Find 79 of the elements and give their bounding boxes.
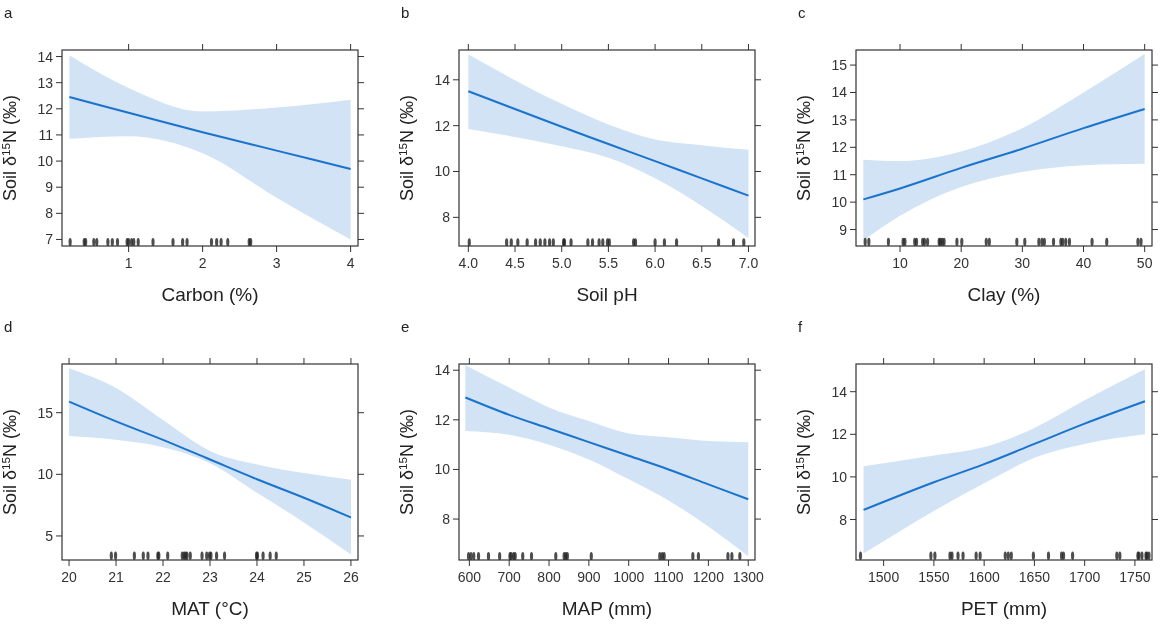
x-tick-label: 1300	[732, 569, 765, 585]
y-tick-label: 14	[831, 383, 848, 400]
x-tick-label: 20	[953, 255, 970, 271]
y-tick-label: 10	[831, 194, 848, 211]
y-tick-label: 10	[434, 163, 451, 180]
x-tick-label: 800	[537, 569, 561, 585]
x-tick-label: 3	[272, 255, 281, 271]
y-tick-label: 12	[831, 139, 848, 156]
x-tick-label: 7.0	[738, 255, 759, 271]
x-tick-label: 1550	[918, 569, 950, 585]
x-tick-label: 10	[892, 255, 909, 271]
x-tick-label: 6.0	[645, 255, 666, 271]
y-tick-label: 15	[831, 57, 848, 74]
x-tick-label: 21	[108, 569, 125, 585]
y-tick-label: 14	[831, 84, 848, 101]
x-tick-label: 1	[124, 255, 133, 271]
x-tick-label: 40	[1075, 255, 1092, 271]
x-tick-label: 1000	[613, 569, 645, 585]
x-tick-label: 1500	[868, 569, 900, 585]
y-tick-label: 8	[442, 209, 451, 226]
chart-title: d	[4, 318, 13, 335]
x-axis-title: Clay (%)	[967, 284, 1041, 305]
x-axis-title: Soil pH	[576, 284, 638, 305]
x-tick-label: 4.0	[458, 255, 479, 271]
x-tick-label: 1600	[968, 569, 1000, 585]
x-tick-label: 5.0	[551, 255, 572, 271]
x-axis-title: PET (mm)	[960, 598, 1048, 619]
y-tick-label: 10	[831, 468, 848, 485]
y-tick-label: 14	[434, 362, 451, 379]
y-tick-label: 5	[45, 527, 54, 544]
x-tick-label: 6.5	[692, 255, 712, 271]
y-tick-label: 12	[37, 100, 54, 117]
x-tick-label: 5.5	[598, 255, 619, 271]
y-tick-label: 14	[434, 71, 451, 88]
y-tick-label: 10	[37, 466, 54, 483]
x-tick-label: 4	[346, 255, 355, 271]
x-tick-label: 26	[343, 569, 359, 585]
x-tick-label: 2	[198, 255, 207, 271]
y-tick-label: 15	[37, 404, 54, 421]
y-tick-label: 11	[832, 166, 848, 183]
y-tick-label: 14	[37, 48, 54, 65]
chart-title: f	[798, 318, 803, 335]
y-tick-label: 8	[45, 205, 54, 222]
x-tick-label: 24	[249, 569, 265, 585]
y-tick-label: 12	[434, 117, 451, 134]
x-axis-title: MAT (°C)	[171, 598, 249, 619]
x-tick-label: 25	[296, 569, 312, 585]
y-tick-label: 12	[434, 411, 451, 428]
x-axis-title: Carbon (%)	[161, 284, 259, 305]
x-tick-label: 1100	[653, 569, 684, 585]
y-tick-label: 9	[45, 179, 54, 196]
y-tick-label: 12	[831, 426, 848, 443]
x-tick-label: 1700	[1069, 569, 1101, 585]
x-tick-label: 700	[497, 569, 522, 585]
x-tick-label: 900	[577, 569, 601, 585]
x-tick-label: 1650	[1018, 569, 1051, 585]
y-tick-label: 11	[38, 126, 54, 143]
x-tick-label: 30	[1014, 255, 1031, 271]
y-tick-label: 10	[434, 461, 451, 478]
y-tick-label: 13	[37, 74, 54, 91]
x-tick-label: 4.5	[505, 255, 525, 271]
y-tick-label: 8	[442, 511, 451, 528]
y-tick-label: 13	[831, 111, 848, 128]
chart-title: a	[4, 4, 13, 21]
x-tick-label: 20	[61, 569, 78, 585]
y-tick-label: 7	[45, 231, 54, 248]
chart-title: c	[798, 4, 806, 21]
chart-title: b	[401, 4, 410, 21]
x-tick-label: 22	[155, 569, 172, 585]
chart-title: e	[401, 318, 410, 335]
x-tick-label: 600	[457, 569, 482, 585]
x-tick-label: 1750	[1119, 569, 1151, 585]
y-tick-label: 8	[839, 511, 848, 528]
x-axis-title: MAP (mm)	[561, 598, 653, 619]
y-tick-label: 10	[37, 153, 54, 170]
y-tick-label: 9	[839, 221, 848, 238]
x-tick-label: 1200	[692, 569, 725, 585]
x-tick-label: 23	[202, 569, 218, 585]
x-tick-label: 50	[1136, 255, 1153, 271]
